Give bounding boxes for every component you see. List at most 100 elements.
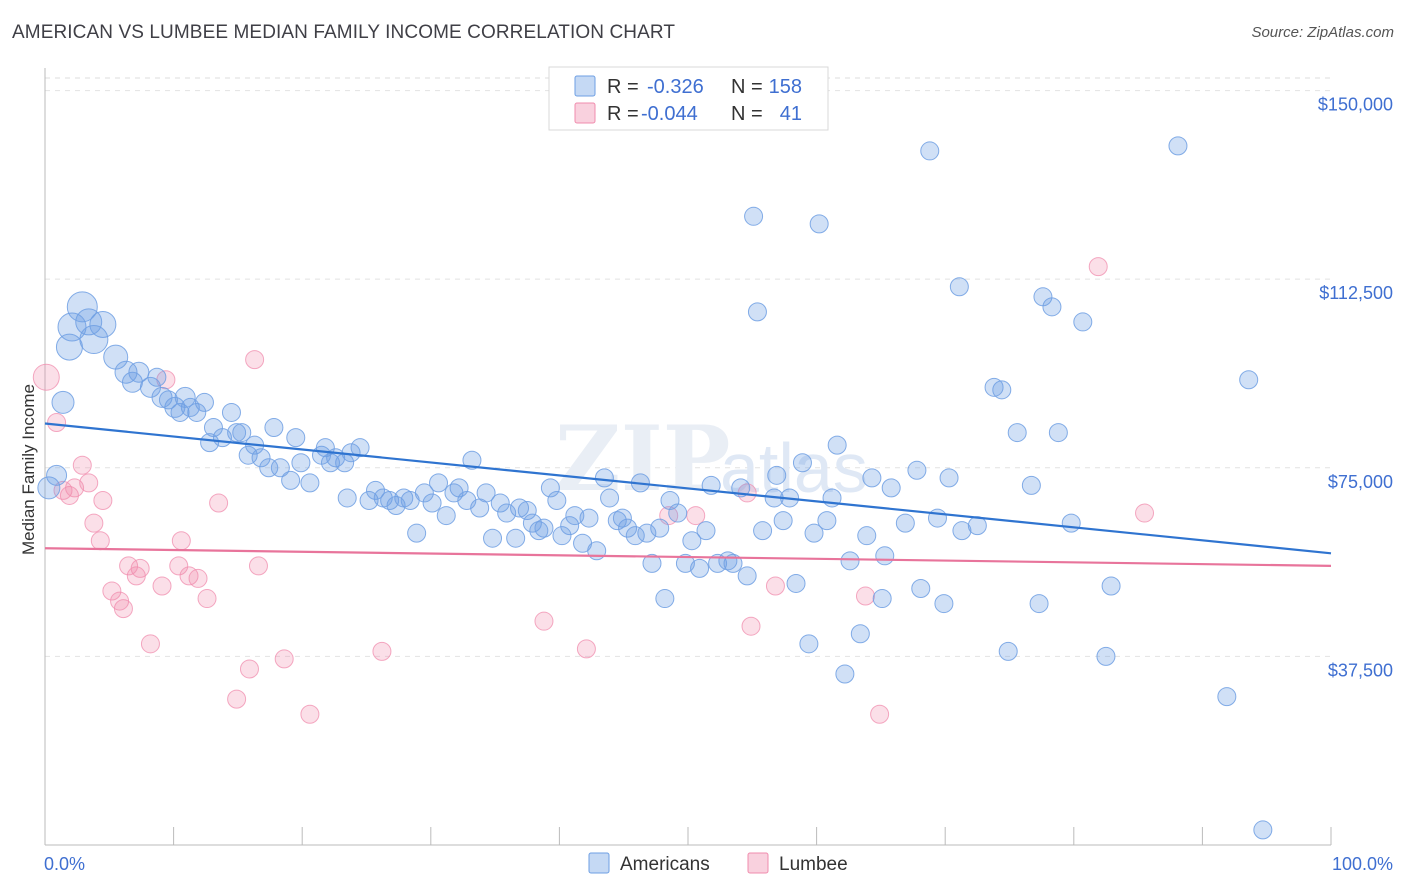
americans-point-0 [37,476,61,500]
americans-point-57 [429,473,449,493]
americans-point-101 [718,551,738,571]
americans-point-41 [320,453,340,473]
americans-point-116 [809,214,829,234]
americans-point-95 [675,553,695,573]
americans-point-113 [792,453,812,473]
americans-point-92 [655,589,675,609]
americans-point-72 [529,521,549,541]
americans-point-11 [121,371,143,393]
americans-point-110 [773,511,793,531]
americans-points [37,136,1273,840]
americans-point-8 [89,310,117,338]
legend-n-americans: 158 [769,76,802,98]
americans-point-22 [194,392,214,412]
lumbee-point-26 [239,659,259,679]
bottom-legend-swatch-lumbee [747,852,769,874]
americans-point-78 [565,506,585,526]
americans-point-112 [786,573,806,593]
lumbee-point-33 [576,639,596,659]
lumbee-point-0 [32,363,60,391]
americans-point-86 [618,518,638,538]
americans-point-14 [147,367,167,387]
americans-point-123 [857,526,877,546]
americans-point-107 [753,521,773,541]
americans-point-54 [407,523,427,543]
y-tick-label-1: $75,000 [1328,472,1393,492]
americans-point-136 [952,521,972,541]
americans-point-106 [747,302,767,322]
americans-point-84 [607,511,627,531]
americans-point-20 [180,397,200,417]
lumbee-point-28 [248,556,268,576]
y-tick-label-0: $37,500 [1328,660,1393,680]
americans-point-70 [517,501,537,521]
lumbee-point-13 [119,556,139,576]
americans-point-143 [1029,594,1049,614]
legend-swatch-lumbee [574,102,596,124]
americans-point-142 [1021,475,1041,495]
americans-point-128 [895,513,915,533]
americans-point-23 [200,433,220,453]
americans-point-134 [939,468,959,488]
lumbee-points [32,257,1155,724]
lumbee-point-31 [372,641,392,661]
americans-point-45 [337,488,357,508]
americans-point-2 [51,390,75,414]
americans-trend-line [44,422,1332,555]
americans-point-74 [540,478,560,498]
americans-point-38 [300,473,320,493]
americans-point-66 [490,493,510,513]
americans-point-10 [114,360,138,384]
americans-point-149 [1096,646,1116,666]
lumbee-point-24 [209,493,229,513]
americans-point-33 [264,418,284,438]
americans-point-7 [79,325,109,355]
x-tick-label-1: 100.0% [1332,854,1393,874]
source-label: Source: ZipAtlas.com [1251,24,1394,41]
legend-n-label-lumbee: N = [731,103,763,125]
bottom-legend: Americans Lumbee [588,852,848,875]
americans-point-147 [1061,513,1081,533]
americans-point-133 [934,594,954,614]
americans-point-6 [75,308,103,336]
legend-swatch-americans [574,75,596,97]
americans-point-47 [359,490,379,510]
lumbee-point-15 [130,558,150,578]
lumbee-point-32 [534,611,554,631]
americans-point-141 [1007,423,1027,443]
americans-point-35 [281,470,301,490]
americans-point-50 [380,490,400,510]
lumbee-point-17 [152,576,172,596]
axes [44,68,1332,846]
y-axis-label: Median Family Income [19,384,38,555]
americans-point-82 [594,468,614,488]
americans-point-77 [560,516,580,536]
americans-point-126 [875,546,895,566]
americans-point-119 [827,435,847,455]
americans-point-129 [907,460,927,480]
americans-point-127 [881,478,901,498]
lumbee-point-4 [65,478,85,498]
americans-point-46 [350,438,370,458]
y-tick-label-2: $112,500 [1319,283,1393,303]
americans-point-139 [992,380,1012,400]
lumbee-trend-line [44,547,1332,567]
americans-point-18 [170,402,190,422]
americans-point-32 [259,458,279,478]
americans-point-122 [850,624,870,644]
americans-point-65 [483,528,503,548]
lumbee-point-8 [90,531,110,551]
legend-n-lumbee: 41 [780,103,802,125]
americans-point-51 [386,496,406,516]
americans-point-56 [422,493,442,513]
americans-point-28 [232,423,252,443]
americans-point-19 [174,386,196,408]
lumbee-point-42 [1135,503,1155,523]
lumbee-point-30 [300,704,320,724]
trend-lines [44,422,1332,567]
americans-point-71 [522,513,542,533]
legend-r-lumbee: -0.044 [641,103,698,125]
lumbee-point-9 [93,490,113,510]
americans-point-152 [1217,687,1237,707]
